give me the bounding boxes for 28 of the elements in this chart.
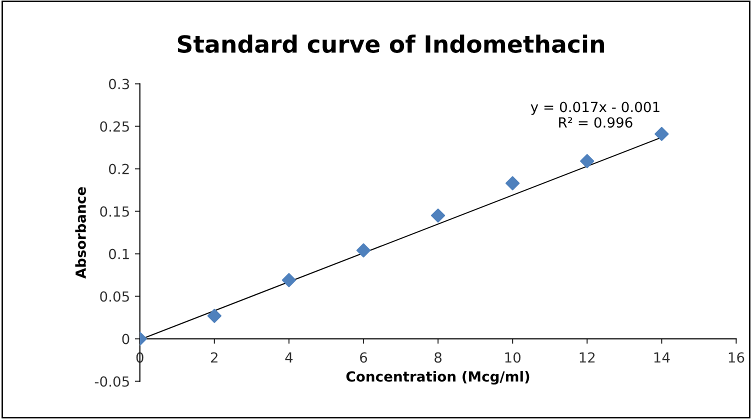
point bbox=[580, 154, 594, 168]
y-tick-label: 0.05 bbox=[100, 291, 129, 302]
y-tick-label: 0 bbox=[122, 334, 130, 344]
annotation: y = 0.017x - 0.001 bbox=[530, 102, 660, 115]
y-tick-label: 0.1 bbox=[108, 248, 129, 260]
x-tick-label: 14 bbox=[654, 352, 670, 363]
point bbox=[207, 308, 222, 323]
y-tick-label: 0.3 bbox=[108, 78, 130, 90]
y-tick-label: 0.25 bbox=[100, 121, 129, 132]
point bbox=[430, 208, 446, 223]
x-tick-label: 12 bbox=[580, 352, 595, 363]
x-tick-label: 6 bbox=[360, 352, 368, 363]
chart-title: Standard curve of Indomethacin bbox=[178, 34, 604, 53]
x-tick-label: 2 bbox=[211, 352, 218, 363]
y-tick-label: -0.05 bbox=[94, 376, 129, 387]
point bbox=[282, 273, 296, 288]
y-tick-label: 0.2 bbox=[108, 164, 129, 174]
point bbox=[654, 126, 669, 142]
point bbox=[506, 176, 520, 190]
x-tick-label: 16 bbox=[728, 352, 744, 363]
x-tick-label: 8 bbox=[434, 352, 442, 363]
x-tick-label: 4 bbox=[285, 352, 293, 363]
x-axis-title: Concentration (Mcg/ml) bbox=[346, 370, 530, 385]
annotation: R² = 0.996 bbox=[559, 117, 632, 128]
point bbox=[356, 243, 371, 258]
y-axis-title: Absorbance bbox=[75, 187, 86, 279]
y-tick-label: 0.15 bbox=[100, 206, 129, 217]
x-tick-label: 10 bbox=[505, 352, 520, 363]
